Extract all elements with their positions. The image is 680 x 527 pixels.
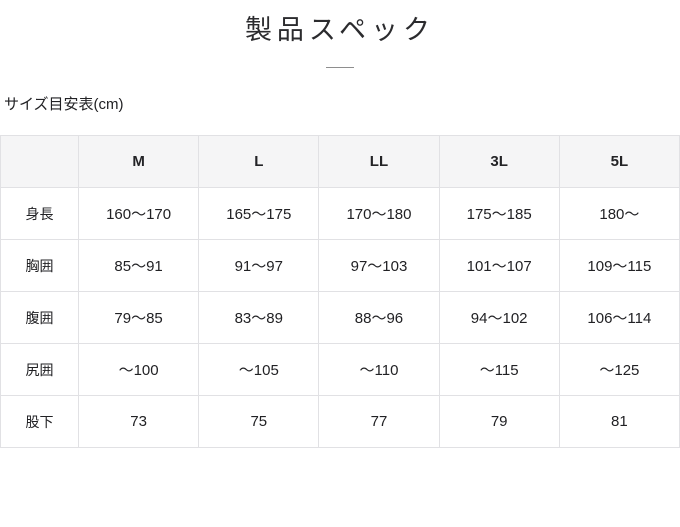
table-cell-inseam-m: 73 <box>77 395 200 448</box>
table-cell-waist-l: 83〜89 <box>198 291 320 344</box>
table-cell-waist-ll: 88〜96 <box>318 291 440 344</box>
header-cell-size-m: M <box>77 135 200 188</box>
table-cell-hip-3l: 〜115 <box>438 343 560 396</box>
header-cell-blank <box>0 135 79 188</box>
row-label-height: 身長 <box>0 187 79 240</box>
table-cell-chest-ll: 97〜103 <box>318 239 440 292</box>
table-cell-waist-m: 79〜85 <box>77 291 200 344</box>
table-cell-waist-3l: 94〜102 <box>438 291 560 344</box>
table-cell-chest-m: 85〜91 <box>77 239 200 292</box>
table-cell-height-l: 165〜175 <box>198 187 320 240</box>
size-guide-table: M L LL 3L 5L 身長 160〜170 165〜175 170〜180 … <box>0 135 680 448</box>
table-row-inseam: 股下 73 75 77 79 81 <box>0 395 680 448</box>
table-cell-waist-5l: 106〜114 <box>558 291 680 344</box>
table-row-height: 身長 160〜170 165〜175 170〜180 175〜185 180〜 <box>0 187 680 240</box>
row-label-waist: 腹囲 <box>0 291 79 344</box>
table-cell-hip-l: 〜105 <box>198 343 320 396</box>
table-cell-height-m: 160〜170 <box>77 187 200 240</box>
header-cell-size-l: L <box>198 135 320 188</box>
header-cell-size-3l: 3L <box>438 135 560 188</box>
row-label-chest: 胸囲 <box>0 239 79 292</box>
table-cell-hip-m: 〜100 <box>77 343 200 396</box>
table-cell-hip-ll: 〜110 <box>318 343 440 396</box>
table-row-chest: 胸囲 85〜91 91〜97 97〜103 101〜107 109〜115 <box>0 239 680 292</box>
size-table-header-row: M L LL 3L 5L <box>0 135 680 188</box>
page-title: 製品スペック <box>244 15 436 45</box>
table-cell-height-5l: 180〜 <box>558 187 680 240</box>
header-cell-size-5l: 5L <box>558 135 680 188</box>
table-cell-inseam-5l: 81 <box>558 395 680 448</box>
table-cell-height-3l: 175〜185 <box>438 187 560 240</box>
title-divider <box>326 67 354 68</box>
table-cell-hip-5l: 〜125 <box>558 343 680 396</box>
table-cell-chest-3l: 101〜107 <box>438 239 560 292</box>
table-cell-chest-l: 91〜97 <box>198 239 320 292</box>
header-cell-size-ll: LL <box>318 135 440 188</box>
table-row-hip: 尻囲 〜100 〜105 〜110 〜115 〜125 <box>0 343 680 396</box>
row-label-hip: 尻囲 <box>0 343 79 396</box>
row-label-inseam: 股下 <box>0 395 79 448</box>
table-cell-inseam-l: 75 <box>198 395 320 448</box>
table-row-waist: 腹囲 79〜85 83〜89 88〜96 94〜102 106〜114 <box>0 291 680 344</box>
table-cell-height-ll: 170〜180 <box>318 187 440 240</box>
table-cell-chest-5l: 109〜115 <box>558 239 680 292</box>
table-cell-inseam-3l: 79 <box>438 395 560 448</box>
table-cell-inseam-ll: 77 <box>318 395 440 448</box>
size-guide-subtitle: サイズ目安表(cm) <box>4 96 124 113</box>
